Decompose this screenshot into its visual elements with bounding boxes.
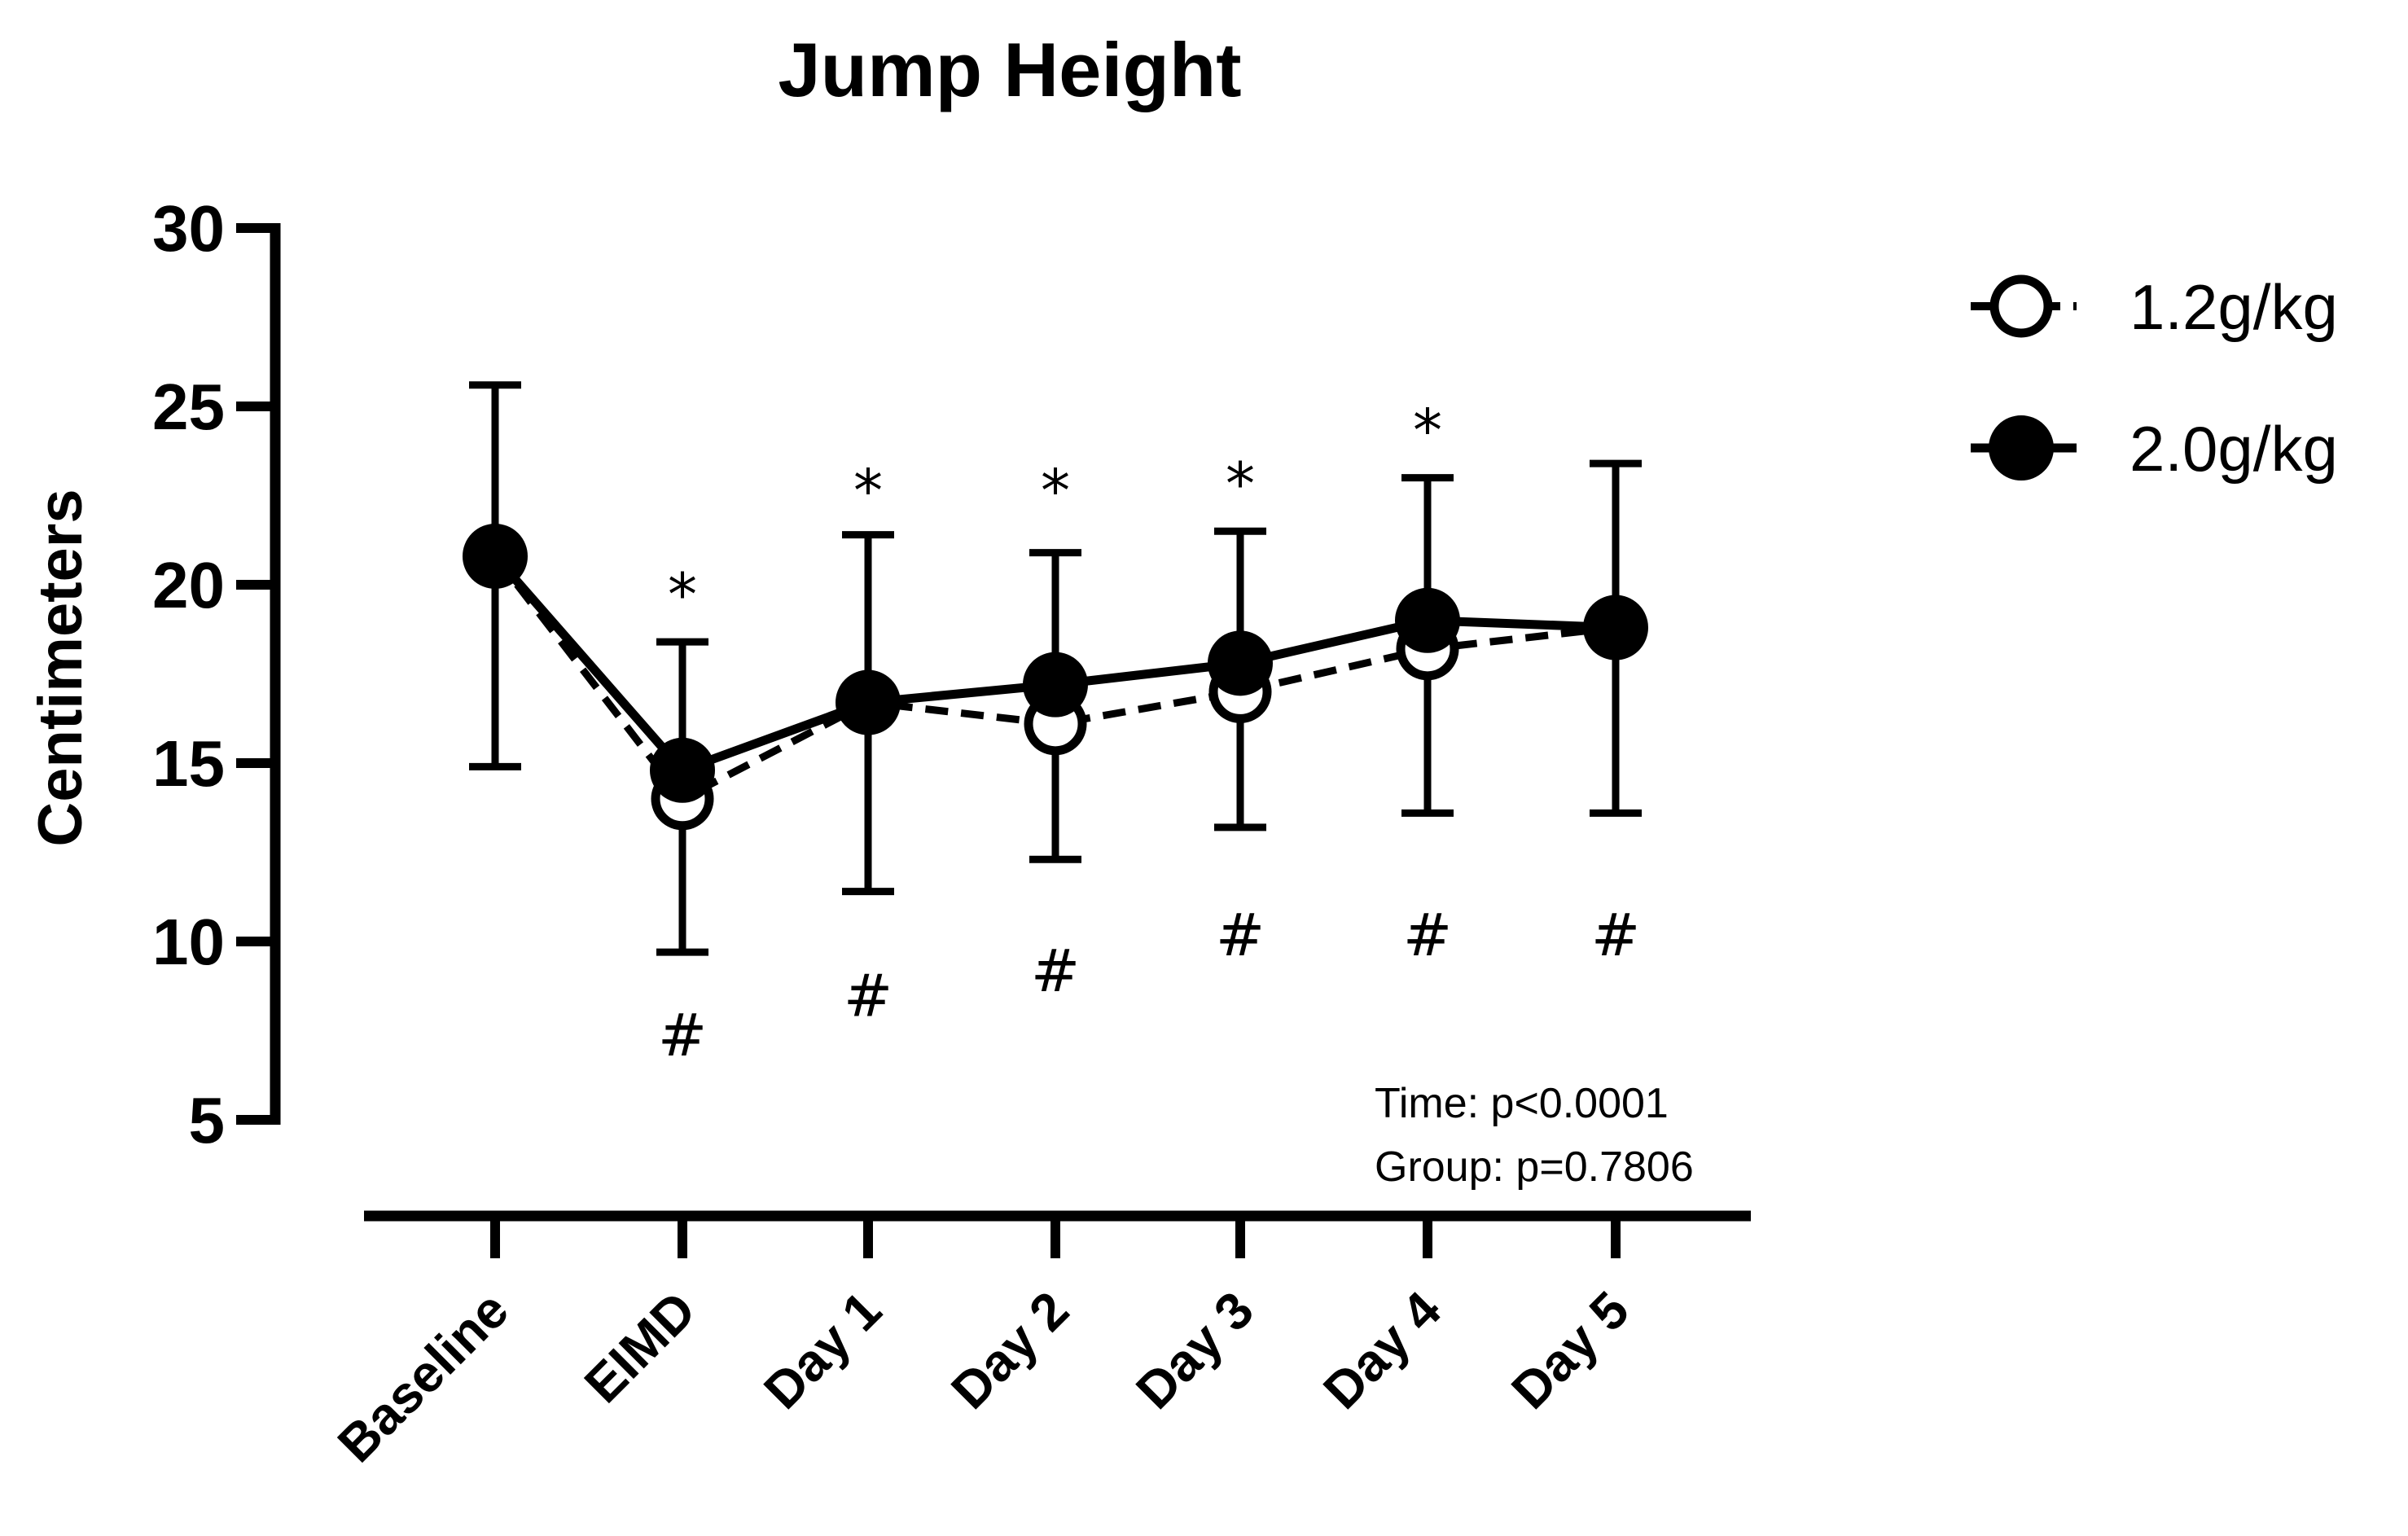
x-tick-label: Day 1: [752, 1280, 893, 1420]
x-tick-label: Day 5: [1500, 1280, 1640, 1420]
asterisk-mark: *: [1226, 450, 1255, 518]
x-tick-label: Baseline: [327, 1280, 520, 1473]
y-tick-label: 30: [152, 192, 225, 265]
hash-mark: #: [1216, 901, 1265, 969]
asterisk-mark: *: [668, 560, 697, 629]
legend-marker-filled-circle: [1989, 415, 2054, 481]
hash-mark: #: [658, 1001, 707, 1069]
hash-mark: #: [1403, 901, 1452, 969]
point-filled-circle: [1208, 630, 1273, 696]
legend-label-1-2: 1.2g/kg: [2129, 271, 2338, 343]
y-tick-label: 25: [152, 371, 225, 443]
point-filled-circle: [836, 669, 901, 735]
point-filled-circle: [650, 737, 715, 803]
legend-item-2-0: 2.0g/kg: [1971, 413, 2338, 485]
x-tick-label: Day 3: [1125, 1280, 1265, 1420]
y-tick-label: 20: [152, 549, 225, 621]
y-axis: 5 10 15 20 25 30: [152, 192, 281, 1156]
x-tick-label: Day 2: [940, 1280, 1080, 1420]
x-axis: Baseline EIMD Day 1 Day 2 Day 3 Day 4 Day 5: [327, 1210, 1751, 1473]
asterisk-mark: *: [853, 457, 883, 525]
point-filled-circle: [1395, 587, 1460, 653]
asterisk-mark: *: [1413, 396, 1442, 464]
stats-time: Time: p<0.0001: [1375, 1080, 1669, 1127]
y-tick-label: 10: [152, 906, 225, 978]
hash-mark: #: [1031, 937, 1080, 1005]
point-filled-circle: [1023, 652, 1088, 718]
significance-marks: * * * * * # # # # # #: [658, 396, 1640, 1069]
legend-marker-open-circle: [1989, 274, 2053, 338]
x-tick-label: Day 4: [1312, 1280, 1452, 1420]
data-markers: [463, 523, 1648, 831]
legend: 1.2g/kg 2.0g/kg: [1971, 271, 2338, 485]
hash-mark: #: [844, 962, 893, 1030]
legend-item-1-2: 1.2g/kg: [1971, 271, 2338, 343]
y-axis-label: Centimeters: [26, 489, 95, 846]
y-tick-label: 5: [189, 1084, 226, 1156]
stats-group: Group: p=0.7806: [1375, 1143, 1694, 1191]
point-filled-circle: [463, 523, 528, 589]
chart-title: Jump Height: [778, 27, 1241, 112]
hash-mark: #: [1591, 901, 1640, 969]
legend-label-2-0: 2.0g/kg: [2129, 413, 2338, 485]
stats-annotation: Time: p<0.0001 Group: p=0.7806: [1375, 1080, 1694, 1191]
point-filled-circle: [1583, 595, 1648, 660]
asterisk-mark: *: [1041, 457, 1070, 525]
y-tick-label: 15: [152, 727, 225, 800]
x-tick-label: EIMD: [573, 1280, 707, 1414]
